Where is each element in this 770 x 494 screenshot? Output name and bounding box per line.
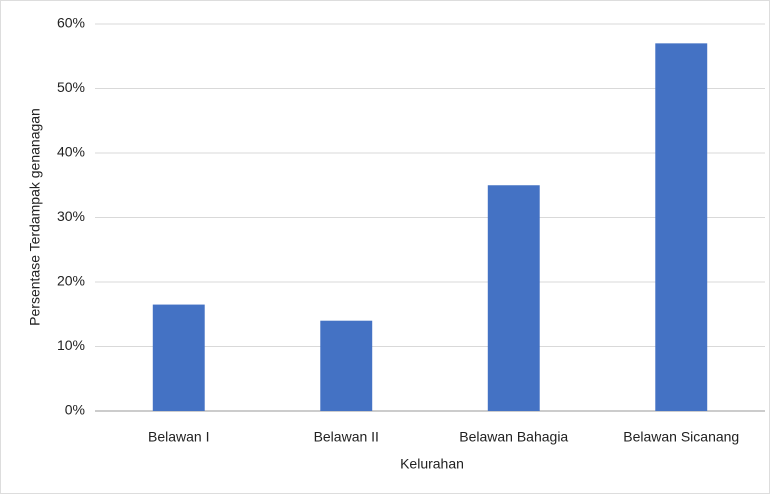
y-tick-label: 40% <box>57 144 85 160</box>
bar <box>320 320 373 411</box>
bar <box>655 43 708 411</box>
y-tick-label: 60% <box>57 15 85 31</box>
x-tick-label: Belawan I <box>148 429 209 445</box>
y-axis-label: Persentase Terdampak genanagan <box>27 108 43 326</box>
y-tick-label: 30% <box>57 208 85 224</box>
x-tick-label: Belawan Bahagia <box>459 429 568 445</box>
y-tick-label: 0% <box>65 402 85 418</box>
x-tick-label: Belawan II <box>314 429 379 445</box>
x-axis-label: Kelurahan <box>400 456 464 472</box>
bar <box>152 304 205 411</box>
y-tick-label: 20% <box>57 273 85 289</box>
y-tick-label: 10% <box>57 337 85 353</box>
x-tick-label: Belawan Sicanang <box>623 429 739 445</box>
bar <box>487 185 540 411</box>
y-tick-label: 50% <box>57 79 85 95</box>
